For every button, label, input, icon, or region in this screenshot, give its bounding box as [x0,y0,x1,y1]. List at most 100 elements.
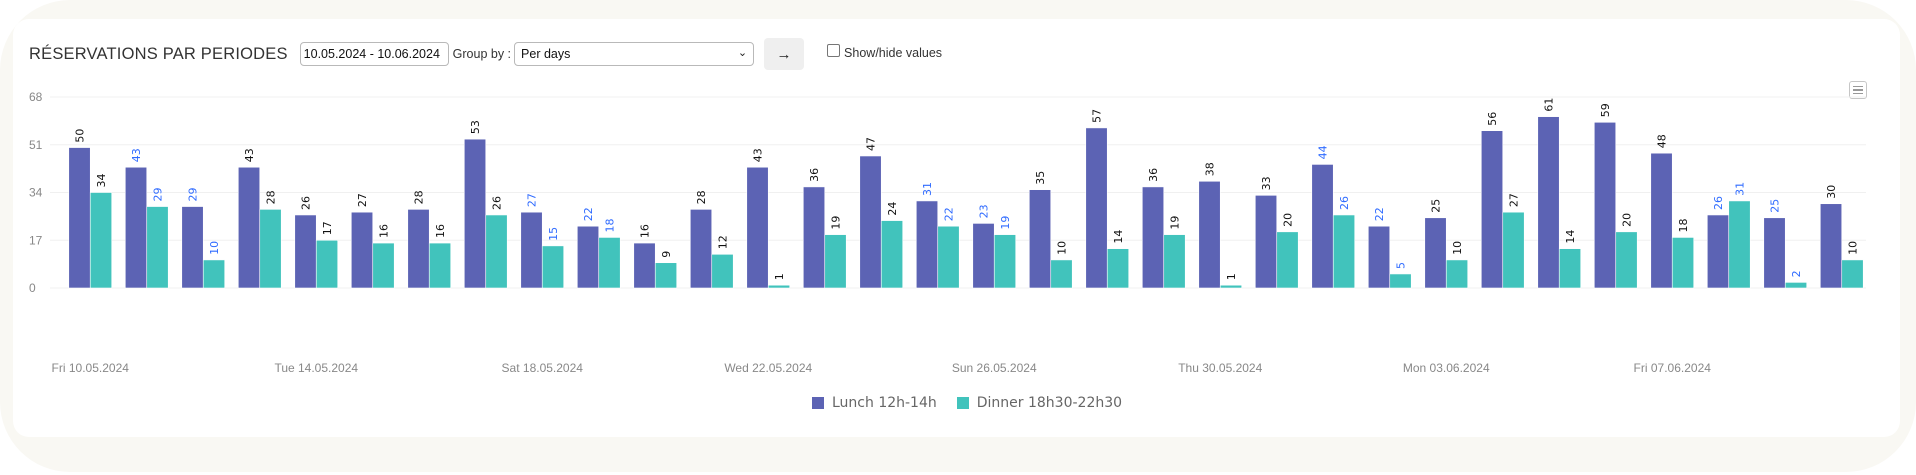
data-label: 16 [639,224,652,238]
bar-dinner [711,253,734,289]
data-label: 19 [1168,216,1181,230]
hamburger-menu-icon[interactable] [1849,81,1867,99]
group-by-select[interactable]: Per days ⌄ [514,42,755,66]
bar-lunch [1650,152,1673,289]
data-label: 43 [130,148,143,162]
bar-dinner [1445,259,1469,289]
data-label: 38 [1204,162,1217,176]
data-label: 27 [526,193,539,207]
data-label: 17 [321,221,334,235]
data-label: 1 [773,273,786,280]
data-label: 31 [1733,182,1746,196]
bar-dinner [372,242,395,289]
data-label: 26 [490,196,503,210]
data-label: 26 [300,196,313,210]
bar-dinner [1502,211,1525,289]
bar-dinner [1332,214,1356,289]
chart-title: RÉSERVATIONS PAR PERIODES [29,44,288,63]
data-label: 12 [716,235,729,249]
bar-dinner [428,242,452,289]
bar-lunch [1367,225,1391,289]
bar-dinner [654,262,678,289]
bar-dinner [89,192,113,289]
data-label: 31 [921,182,934,196]
data-label: 61 [1543,98,1556,112]
y-tick-label: 34 [29,186,43,200]
data-label: 36 [808,168,821,182]
data-label: 9 [660,251,673,258]
bar-dinner [937,225,960,289]
data-label: 53 [469,120,482,134]
apply-button[interactable]: → [764,38,805,70]
data-label: 43 [752,148,765,162]
bar-dinner [1219,284,1243,289]
data-label: 10 [1055,241,1068,255]
x-tick-label: Fri 10.05.2024 [52,361,130,375]
data-label: 57 [1091,109,1104,123]
data-label: 35 [1034,171,1047,185]
bar-dinner [485,214,508,289]
data-label: 36 [1147,168,1160,182]
data-label: 47 [865,137,878,151]
bar-dinner [880,220,904,289]
bar-lunch [633,242,656,289]
data-label: 48 [1656,134,1669,148]
data-label: 34 [95,174,108,188]
show-values-checkbox[interactable] [827,43,841,57]
bar-lunch [181,206,204,289]
bar-lunch [1763,217,1786,289]
data-label: 28 [264,190,277,204]
x-tick-label: Sat 18.05.2024 [502,361,584,375]
data-label: 10 [1451,241,1464,255]
bar-lunch [802,186,826,289]
bar-dinner [767,284,791,289]
bar-dinner [146,206,169,289]
legend-item-dinner[interactable]: Dinner 18h30-22h30 [956,395,1123,411]
bar-lunch [1706,214,1730,289]
bar-lunch [1424,217,1447,289]
bar-dinner [1389,273,1412,289]
bar-lunch [859,155,882,289]
bar-dinner [598,237,621,289]
data-label: 1 [1225,273,1238,280]
data-label: 28 [413,190,426,204]
data-label: 30 [1825,185,1838,199]
bar-dinner [1558,248,1582,289]
bar-lunch [1537,116,1560,289]
bar-lunch [520,211,543,289]
bar-lunch [1480,130,1504,289]
bar-dinner [1106,248,1130,289]
bar-dinner [1163,234,1186,289]
bar-lunch [1593,121,1617,289]
data-label: 25 [1430,199,1443,213]
legend-label-lunch: Lunch 12h-14h [832,395,937,411]
legend-swatch-dinner [956,397,969,409]
data-label: 56 [1486,112,1499,126]
bar-lunch [1198,180,1221,289]
show-values-label: Show/hide values [844,46,943,60]
bar-lunch [294,214,317,289]
x-tick-label: Tue 14.05.2024 [274,361,358,375]
bar-lunch [1254,195,1278,289]
data-label: 10 [208,241,221,255]
data-label: 19 [829,216,842,230]
data-label: 2 [1790,270,1803,277]
bar-dinner [1276,231,1299,289]
chart-legend: Lunch 12h-14h Dinner 18h30-22h30 [812,395,1142,411]
bar-dinner [1615,231,1638,289]
data-label: 27 [356,193,369,207]
bar-lunch [407,209,430,289]
data-label: 14 [1564,230,1577,244]
legend-label-dinner: Dinner 18h30-22h30 [976,395,1123,411]
data-label: 5 [1394,262,1407,269]
date-range-input[interactable] [299,42,449,66]
bar-dinner [202,259,226,289]
y-tick-label: 0 [29,281,36,295]
chart-header: RÉSERVATIONS PAR PERIODES Group by : Per… [29,38,943,70]
legend-item-lunch[interactable]: Lunch 12h-14h [812,395,937,411]
data-label: 29 [187,188,200,202]
data-label: 28 [695,190,708,204]
data-label: 18 [603,218,616,232]
show-values-toggle[interactable]: Show/hide values [827,43,943,60]
bar-dinner [1728,200,1751,289]
